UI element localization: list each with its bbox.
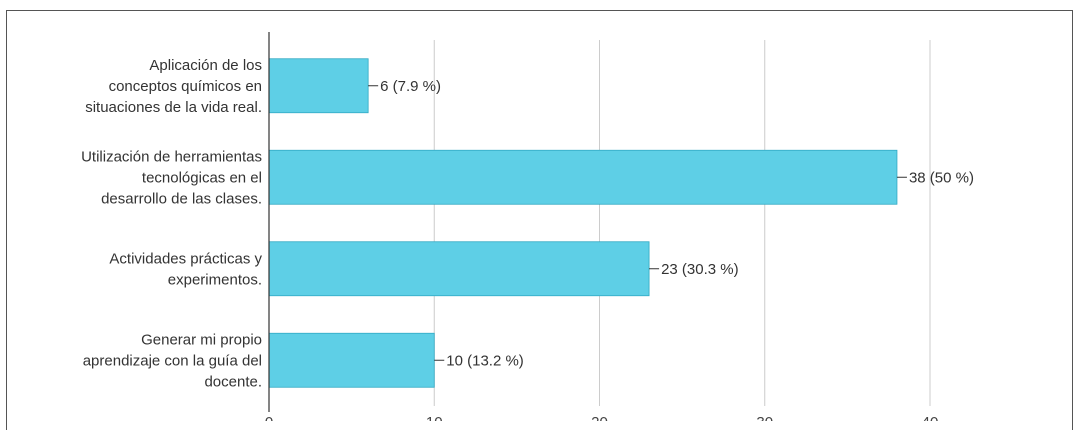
category-label: Aplicación de los <box>149 57 262 74</box>
x-tick-label: 20 <box>591 414 608 421</box>
category-label: Generar mi propio <box>141 331 262 348</box>
category-label: Utilización de herramientas <box>81 148 262 165</box>
data-label: 10 (13.2 %) <box>446 352 524 369</box>
x-tick-labels: 0 10 20 30 40 <box>265 414 939 421</box>
chart-frame <box>6 10 1073 430</box>
horizontal-bar-chart: 6 (7.9 %) 38 (50 %) 23 (30.3 %) 10 (13.2 %)… <box>81 32 974 421</box>
category-label: Actividades prácticas y <box>109 250 262 267</box>
data-labels: 6 (7.9 %) 38 (50 %) 23 (30.3 %) 10 (13.2 %) <box>380 78 974 370</box>
data-label-leaders <box>368 85 907 361</box>
category-label: docente. <box>204 373 262 390</box>
x-tick-label: 40 <box>922 414 939 421</box>
bar <box>268 58 369 114</box>
bar <box>268 149 898 205</box>
category-label: conceptos químicos en <box>109 78 262 95</box>
bar <box>268 241 650 297</box>
category-label: situaciones de la vida real. <box>85 99 262 116</box>
x-tick-label: 10 <box>426 414 443 421</box>
x-tick-label: 30 <box>756 414 773 421</box>
category-label: aprendizaje con la guía del <box>83 352 262 369</box>
bar <box>268 332 435 388</box>
x-tick-label: 0 <box>265 414 273 421</box>
category-label: experimentos. <box>168 271 262 288</box>
data-label: 23 (30.3 %) <box>661 261 739 278</box>
data-label: 38 (50 %) <box>909 169 974 186</box>
category-label: desarrollo de las clases. <box>101 190 262 207</box>
grid-lines <box>433 40 931 406</box>
bars <box>268 58 898 388</box>
data-label: 6 (7.9 %) <box>380 78 441 95</box>
category-label: tecnológicas en el <box>142 169 262 186</box>
category-labels: Aplicación de los conceptos químicos en si… <box>81 57 262 391</box>
